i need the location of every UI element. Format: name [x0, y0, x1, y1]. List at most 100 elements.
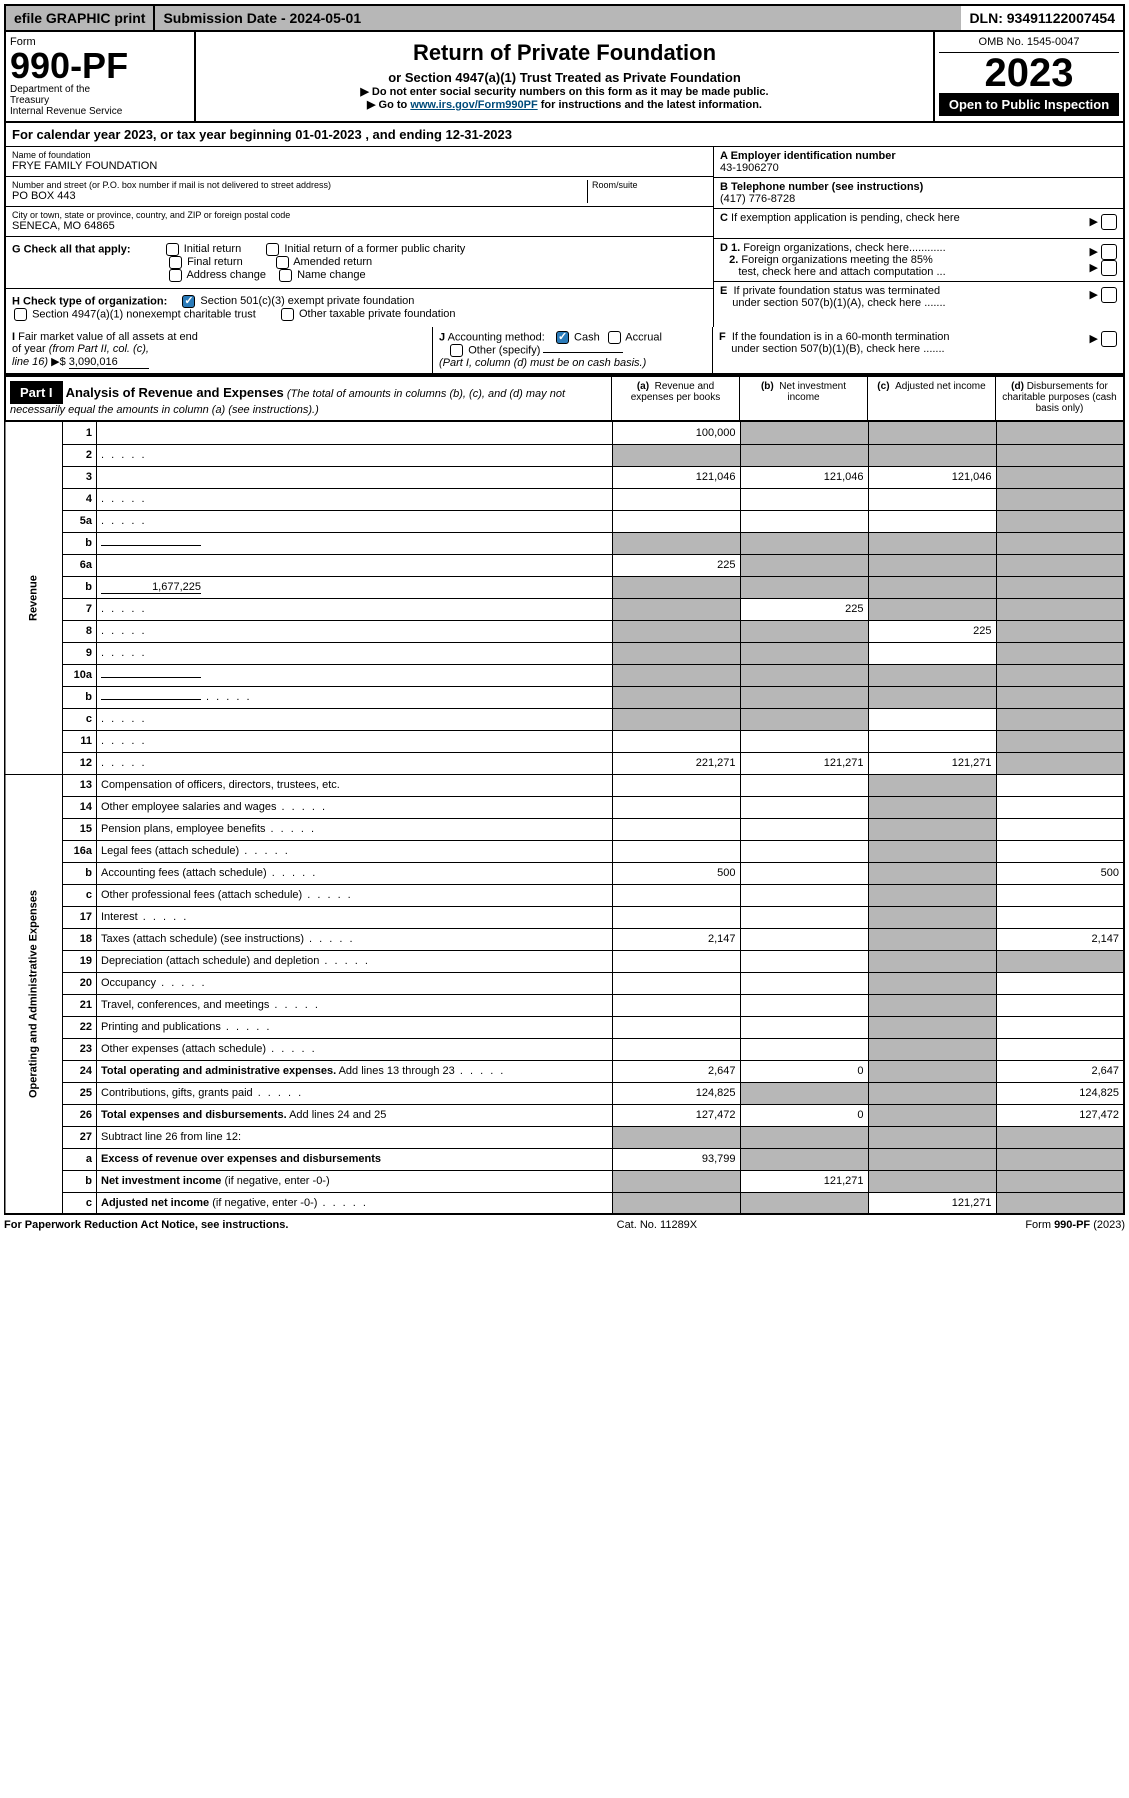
line-number: 25 [63, 1082, 97, 1104]
e-checkbox[interactable] [1101, 287, 1117, 303]
final-return-checkbox[interactable] [169, 256, 182, 269]
amount-cell-c [868, 1038, 996, 1060]
line-description: Taxes (attach schedule) (see instruction… [97, 928, 613, 950]
amount-cell-d: 2,647 [996, 1060, 1124, 1082]
line-number: 22 [63, 1016, 97, 1038]
amount-cell-b [740, 884, 868, 906]
line-number: 12 [63, 752, 97, 774]
amount-cell-b [740, 664, 868, 686]
paperwork-notice: For Paperwork Reduction Act Notice, see … [4, 1219, 288, 1231]
amount-cell-b [740, 972, 868, 994]
line-description: Subtract line 26 from line 12: [97, 1126, 613, 1148]
form-url-link[interactable]: www.irs.gov/Form990PF [410, 99, 537, 111]
amount-cell-c [868, 664, 996, 686]
amount-cell-d [996, 774, 1124, 796]
part1-header: Part I Analysis of Revenue and Expenses … [4, 375, 1125, 422]
amount-cell-c [868, 1082, 996, 1104]
line-number: b [63, 532, 97, 554]
amount-cell-a: 124,825 [612, 1082, 740, 1104]
entity-info: Name of foundation FRYE FAMILY FOUNDATIO… [4, 147, 1125, 327]
table-row: 8225 [5, 620, 1124, 642]
line-number: b [63, 1170, 97, 1192]
submission-date: Submission Date - 2024-05-01 [155, 6, 961, 30]
line-number: c [63, 1192, 97, 1214]
amount-cell-c [868, 422, 996, 444]
section-i: I Fair market value of all assets at end… [6, 327, 433, 373]
amount-cell-c [868, 598, 996, 620]
table-row: b [5, 532, 1124, 554]
line-description: Contributions, gifts, grants paid [97, 1082, 613, 1104]
phone-cell: B Telephone number (see instructions) (4… [714, 178, 1123, 209]
amount-cell-a [612, 686, 740, 708]
table-row: b 1,677,225 [5, 576, 1124, 598]
amount-cell-d [996, 444, 1124, 466]
table-row: 2 [5, 444, 1124, 466]
amended-return-checkbox[interactable] [276, 256, 289, 269]
initial-return-checkbox[interactable] [166, 243, 179, 256]
amount-cell-d [996, 840, 1124, 862]
line-description: Other employee salaries and wages [97, 796, 613, 818]
line-description: Occupancy [97, 972, 613, 994]
table-row: cAdjusted net income (if negative, enter… [5, 1192, 1124, 1214]
line-number: 23 [63, 1038, 97, 1060]
table-row: 10a [5, 664, 1124, 686]
amount-cell-a [612, 1038, 740, 1060]
f-checkbox[interactable] [1101, 331, 1117, 347]
table-row: 14Other employee salaries and wages [5, 796, 1124, 818]
amount-cell-b [740, 1016, 868, 1038]
other-method-checkbox[interactable] [450, 344, 463, 357]
4947-checkbox[interactable] [14, 308, 27, 321]
line-description: Depreciation (attach schedule) and deple… [97, 950, 613, 972]
amount-cell-b: 121,271 [740, 1170, 868, 1192]
amount-cell-a [612, 972, 740, 994]
amount-cell-c [868, 488, 996, 510]
line-number: 9 [63, 642, 97, 664]
c-checkbox[interactable] [1101, 214, 1117, 230]
line-description: Net investment income (if negative, ente… [97, 1170, 613, 1192]
calendar-year-row: For calendar year 2023, or tax year begi… [4, 123, 1125, 147]
cash-checkbox[interactable] [556, 331, 569, 344]
amount-cell-a: 221,271 [612, 752, 740, 774]
name-change-checkbox[interactable] [279, 269, 292, 282]
header-left: Form 990-PF Department of theTreasuryInt… [6, 32, 196, 121]
col-b-header: (b) Net investment income [739, 377, 867, 420]
cat-no: Cat. No. 11289X [617, 1219, 698, 1231]
line-description [97, 686, 613, 708]
amount-cell-d [996, 620, 1124, 642]
line-number: 18 [63, 928, 97, 950]
amount-cell-a [612, 994, 740, 1016]
amount-cell-a: 127,472 [612, 1104, 740, 1126]
col-a-header: (a) Revenue and expenses per books [611, 377, 739, 420]
line-description: Compensation of officers, directors, tru… [97, 774, 613, 796]
amount-cell-d [996, 1192, 1124, 1214]
top-bar: efile GRAPHIC print Submission Date - 20… [4, 4, 1125, 32]
amount-cell-c [868, 532, 996, 554]
accrual-checkbox[interactable] [608, 331, 621, 344]
line-number: 20 [63, 972, 97, 994]
city-cell: City or town, state or province, country… [6, 207, 713, 237]
address-cell: Number and street (or P.O. box number if… [6, 177, 713, 207]
initial-former-checkbox[interactable] [266, 243, 279, 256]
d2-checkbox[interactable] [1101, 260, 1117, 276]
line-number: c [63, 884, 97, 906]
line-number: 1 [63, 422, 97, 444]
line-description: Interest [97, 906, 613, 928]
line-number: 3 [63, 466, 97, 488]
amount-cell-d [996, 510, 1124, 532]
other-taxable-checkbox[interactable] [281, 308, 294, 321]
amount-cell-b [740, 510, 868, 532]
amount-cell-b: 225 [740, 598, 868, 620]
amount-cell-d: 127,472 [996, 1104, 1124, 1126]
line-description: Total expenses and disbursements. Add li… [97, 1104, 613, 1126]
c-cell: C If exemption application is pending, c… [714, 209, 1123, 239]
form-title: Return of Private Foundation [200, 40, 929, 66]
d1-checkbox[interactable] [1101, 244, 1117, 260]
amount-cell-a [612, 510, 740, 532]
amount-cell-b [740, 708, 868, 730]
address-change-checkbox[interactable] [169, 269, 182, 282]
amount-cell-d [996, 708, 1124, 730]
amount-cell-d [996, 796, 1124, 818]
line-description: Accounting fees (attach schedule) [97, 862, 613, 884]
amount-cell-c [868, 972, 996, 994]
501c3-checkbox[interactable] [182, 295, 195, 308]
